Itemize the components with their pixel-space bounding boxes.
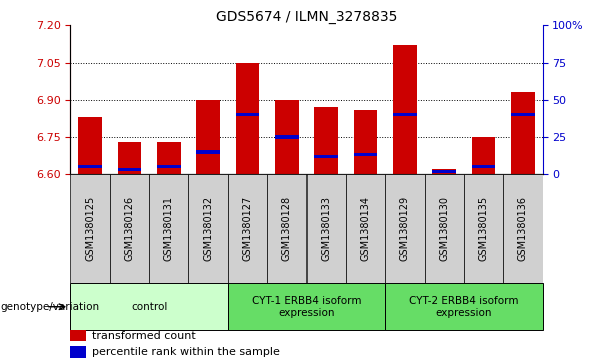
Text: genotype/variation: genotype/variation <box>0 302 99 312</box>
Bar <box>70 174 110 283</box>
Bar <box>110 174 149 283</box>
Text: GSM1380131: GSM1380131 <box>164 196 174 261</box>
Bar <box>70 330 86 341</box>
Title: GDS5674 / ILMN_3278835: GDS5674 / ILMN_3278835 <box>216 11 397 24</box>
Bar <box>471 165 495 168</box>
Bar <box>346 174 385 283</box>
Bar <box>385 174 424 283</box>
Bar <box>157 142 181 174</box>
Bar <box>70 346 86 358</box>
Bar <box>393 45 417 174</box>
Text: CYT-2 ERBB4 isoform
expression: CYT-2 ERBB4 isoform expression <box>409 296 519 318</box>
Bar <box>385 283 543 330</box>
Bar <box>235 62 259 174</box>
Bar <box>424 174 464 283</box>
Text: GSM1380133: GSM1380133 <box>321 196 331 261</box>
Text: GSM1380128: GSM1380128 <box>282 196 292 261</box>
Bar <box>267 174 306 283</box>
Text: GSM1380135: GSM1380135 <box>479 196 489 261</box>
Bar <box>118 168 142 171</box>
Bar <box>354 110 377 174</box>
Text: transformed count: transformed count <box>92 331 196 341</box>
Bar <box>235 113 259 116</box>
Bar <box>354 153 377 156</box>
Text: GSM1380129: GSM1380129 <box>400 196 410 261</box>
Text: GSM1380136: GSM1380136 <box>518 196 528 261</box>
Bar <box>196 100 220 174</box>
Text: GSM1380126: GSM1380126 <box>124 196 134 261</box>
Bar <box>432 170 456 174</box>
Bar <box>78 117 102 174</box>
Text: GSM1380132: GSM1380132 <box>203 196 213 261</box>
Bar <box>503 174 543 283</box>
Text: GSM1380130: GSM1380130 <box>439 196 449 261</box>
Bar <box>314 155 338 159</box>
Bar <box>464 174 503 283</box>
Bar <box>149 174 189 283</box>
Bar <box>432 169 456 174</box>
Bar <box>511 92 535 174</box>
Bar <box>314 107 338 174</box>
Bar <box>275 135 299 139</box>
Text: control: control <box>131 302 167 312</box>
Bar <box>228 174 267 283</box>
Bar <box>196 150 220 154</box>
Text: GSM1380127: GSM1380127 <box>243 196 253 261</box>
Bar <box>118 142 142 174</box>
Bar <box>393 113 417 116</box>
Bar <box>228 283 385 330</box>
Text: CYT-1 ERBB4 isoform
expression: CYT-1 ERBB4 isoform expression <box>252 296 361 318</box>
Bar <box>189 174 228 283</box>
Text: percentile rank within the sample: percentile rank within the sample <box>92 347 280 357</box>
Text: GSM1380125: GSM1380125 <box>85 196 95 261</box>
Bar <box>511 113 535 116</box>
Bar <box>78 165 102 168</box>
Bar <box>275 100 299 174</box>
Text: GSM1380134: GSM1380134 <box>360 196 370 261</box>
Bar <box>70 283 228 330</box>
Bar <box>157 165 181 168</box>
Bar <box>471 137 495 174</box>
Bar <box>306 174 346 283</box>
